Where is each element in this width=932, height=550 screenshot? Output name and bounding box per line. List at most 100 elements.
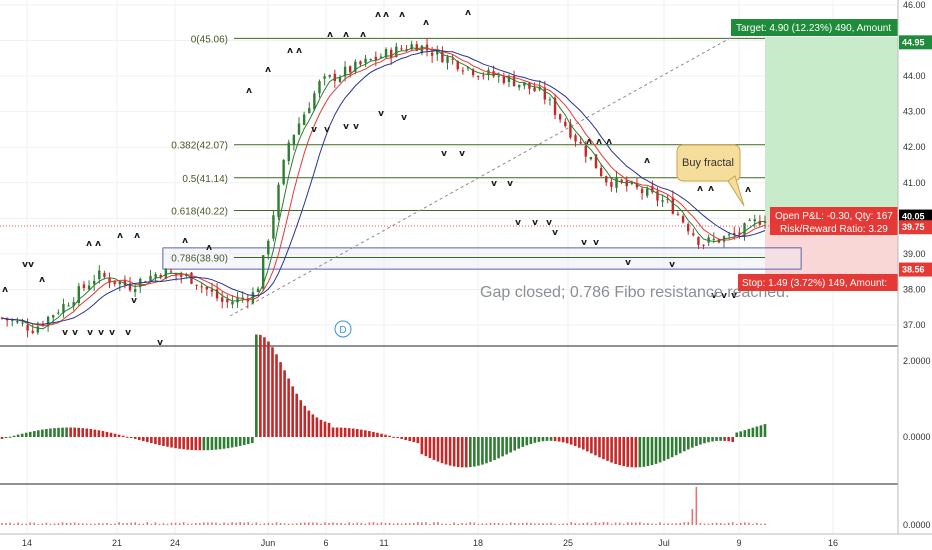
candle-body <box>205 286 209 290</box>
gap-note: Gap closed; 0.786 Fibo resistance reache… <box>480 284 790 301</box>
fractal-down-marker: v <box>22 260 28 270</box>
oscillator-bar <box>73 427 76 437</box>
volume-bar <box>134 522 137 525</box>
fractal-up-marker: ʌ <box>296 46 302 56</box>
volume-bar <box>425 522 427 525</box>
oscillator-bar <box>376 432 379 437</box>
volume-bar <box>33 522 36 525</box>
dividend-marker[interactable]: D <box>334 320 352 338</box>
candle-body <box>430 52 434 56</box>
candle-body <box>11 320 14 322</box>
candle-body <box>297 123 301 135</box>
volume-bar <box>683 522 686 525</box>
volume-bar <box>421 522 423 525</box>
oscillator-bar <box>598 437 601 458</box>
fractal-up-marker: ʌ <box>644 156 650 166</box>
oscillator-bar <box>420 437 424 455</box>
volume-bar <box>215 522 217 525</box>
price-tick-label: 37.00 <box>903 320 926 330</box>
candle-body <box>441 50 444 63</box>
oscillator-bar <box>695 437 698 446</box>
price-axis[interactable]: 46.0045.0044.0043.0042.0041.0040.0039.00… <box>903 0 926 330</box>
volume-bar <box>207 522 209 525</box>
time-tick-label: 6 <box>323 538 328 548</box>
oscillator-bar <box>303 405 307 437</box>
oscillator-bar <box>146 437 149 443</box>
volume-bar <box>703 523 706 525</box>
oscillator-bar <box>638 437 642 468</box>
price-label-box <box>899 209 932 224</box>
volume-bar <box>158 523 161 525</box>
fractal-down-marker: v <box>711 291 717 301</box>
oscillator-bar <box>723 437 726 441</box>
target-tag[interactable]: Target: 4.90 (12.23%) 490, Amount <box>731 19 898 36</box>
candle-body <box>251 292 255 304</box>
candle-body <box>681 216 685 223</box>
candle-body <box>123 279 127 286</box>
oscillator-bar <box>497 437 500 459</box>
candle-body <box>36 326 40 333</box>
volume-bar <box>194 522 197 525</box>
volume-bar <box>372 522 375 525</box>
candle-body <box>564 121 567 127</box>
oscillator-bar <box>428 437 432 459</box>
buy-fractal-callout[interactable]: Buy fractal <box>676 144 745 207</box>
fractal-up-marker: ʌ <box>399 10 405 20</box>
oscillator-bar <box>521 437 525 447</box>
oscillator-bar <box>448 437 452 466</box>
volume-bar <box>493 522 496 525</box>
volume-bar <box>408 523 411 525</box>
volume-bar <box>517 523 520 525</box>
oscillator-bar <box>468 437 472 468</box>
oscillator-bar <box>259 334 262 437</box>
oscillator-bar <box>735 432 739 437</box>
volume-bar <box>505 523 508 525</box>
pnl-tag[interactable]: Open P&L: -0.30, Qty: 167 Risk/Reward Ra… <box>770 207 898 235</box>
fractal-up-marker: ʌ <box>95 239 101 249</box>
volume-bar <box>719 522 722 525</box>
oscillator-bar <box>440 437 444 464</box>
fractal-up-marker: ʌ <box>343 30 349 40</box>
candle-body <box>302 114 306 125</box>
fractal-up-marker: ʌ <box>606 137 612 147</box>
oscillator-bar <box>739 431 743 437</box>
volume-bar <box>744 522 746 525</box>
candle-body <box>763 221 767 223</box>
volume-bar <box>118 522 120 525</box>
candle-body <box>640 188 644 194</box>
volume-bar <box>255 522 258 525</box>
oscillator-bar <box>12 435 16 437</box>
volume-bar <box>671 523 673 525</box>
oscillator-bar <box>743 430 747 437</box>
time-axis[interactable]: 14 21 24 Jun 6 11 18 25 Jul 9 16 <box>22 538 838 548</box>
oscillator-bar <box>565 437 569 444</box>
fractal-up-marker: ʌ <box>596 137 602 147</box>
volume-bar <box>231 522 233 525</box>
volume-bar <box>727 522 730 525</box>
candle-body <box>87 285 91 290</box>
volume-bar <box>570 522 573 525</box>
stop-tag[interactable]: Stop: 1.49 (3.72%) 149, Amount: <box>738 274 898 291</box>
oscillator-bar <box>464 437 468 468</box>
candle-body <box>543 87 547 100</box>
fractal-up-marker: ʌ <box>117 231 123 241</box>
candle-body <box>354 61 357 72</box>
oscillator-bar <box>331 427 335 437</box>
candle-body <box>174 272 178 276</box>
candle-body <box>502 75 506 84</box>
buy-fractal-label: Buy fractal <box>682 157 734 169</box>
oscillator-bar <box>351 428 355 437</box>
candle-body <box>533 87 536 92</box>
oscillator-bar <box>493 437 496 461</box>
time-tick-label: 14 <box>22 538 32 548</box>
oscillator-bar <box>16 434 20 437</box>
fractal-down-marker: v <box>353 122 359 132</box>
oscillator-bar <box>477 437 480 466</box>
fractal-down-marker: v <box>109 328 115 338</box>
oscillator-bar <box>412 437 416 443</box>
volume-bar <box>481 523 484 525</box>
volume-bar <box>433 522 435 525</box>
volume-bar <box>501 523 504 525</box>
volume-bar <box>388 522 391 525</box>
